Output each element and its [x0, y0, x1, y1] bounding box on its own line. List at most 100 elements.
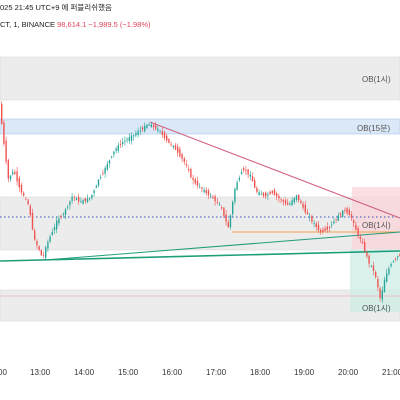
candle-body [53, 227, 56, 231]
candle-body [284, 200, 287, 204]
candle-body [344, 210, 346, 211]
candle-body [273, 189, 276, 195]
candle-body [181, 154, 183, 159]
candle-body [144, 125, 146, 132]
candle-body [155, 125, 157, 129]
candle-body [146, 124, 148, 128]
x-tick-label: 14:00 [74, 368, 95, 377]
candle-body [240, 171, 243, 174]
candle-body [267, 194, 269, 196]
candle-body [130, 135, 133, 141]
candle-body [40, 250, 42, 256]
candle-body [227, 222, 229, 228]
candle-body [174, 145, 177, 150]
candle-body [157, 128, 159, 131]
candle-body [300, 201, 302, 204]
candle-body [269, 191, 271, 195]
descending-trendline [149, 121, 400, 219]
candle-body [337, 215, 339, 221]
candle-body [111, 156, 113, 158]
candle-body [397, 256, 399, 258]
candle-body [45, 247, 47, 258]
candle-body [339, 213, 342, 216]
candle-body [295, 195, 298, 201]
candle-body [355, 225, 357, 230]
candle-body [383, 279, 386, 293]
candle-body [291, 200, 293, 206]
candle-body [95, 185, 97, 188]
candle-body [375, 271, 377, 277]
candle-body [392, 261, 394, 263]
x-tick-label: 21:00 [382, 368, 400, 377]
candle-body [47, 241, 49, 249]
candle-body [69, 201, 71, 206]
candle-body [260, 193, 262, 195]
ob-zone-15m [0, 118, 400, 135]
candle-body [27, 200, 29, 205]
candle-body [223, 207, 225, 216]
candle-body [394, 258, 397, 260]
candle-body [262, 192, 265, 197]
candle-body [60, 216, 62, 218]
candle-body [23, 192, 25, 196]
candle-body [12, 172, 14, 175]
candle-body [282, 200, 284, 202]
candle-body [104, 167, 106, 174]
candle-body [106, 163, 108, 170]
candle-body [218, 204, 221, 205]
candle-body [247, 169, 249, 175]
candle-body [170, 143, 172, 145]
candle-body [141, 127, 144, 130]
candle-body [366, 252, 368, 257]
ob-label-1h-mid: OB(1시) [362, 221, 391, 230]
ob-zone-1h-mid [0, 196, 400, 251]
candle-body [207, 190, 210, 196]
candle-body [139, 130, 141, 132]
x-tick-label: 19:00 [294, 368, 315, 377]
candle-body [14, 171, 16, 174]
candle-body [333, 221, 335, 224]
candle-body [361, 242, 364, 244]
candle-body [161, 131, 163, 135]
candle-body [229, 215, 232, 228]
ob-zone-1h-top [0, 56, 400, 101]
candle-body [75, 198, 78, 200]
candle-body [364, 242, 366, 252]
candle-body [159, 131, 161, 132]
candle-body [166, 135, 168, 141]
candle-body [390, 264, 392, 267]
candle-body [306, 212, 309, 215]
candle-body [280, 199, 282, 201]
candle-body [137, 131, 139, 135]
candle-body [199, 186, 201, 188]
header-change: −1,989.5 (−1.98%) [88, 20, 151, 29]
candle-body [335, 219, 337, 220]
teal-support-line [0, 250, 400, 262]
candle-body [93, 190, 95, 194]
candle-body [320, 230, 322, 232]
candle-body [7, 160, 9, 179]
candle-body [3, 122, 5, 144]
candle-body [216, 202, 218, 203]
candle-body [304, 204, 306, 213]
candle-body [311, 216, 313, 222]
candle-body [135, 133, 137, 136]
candle-body [185, 164, 188, 166]
candle-body [115, 148, 117, 151]
candle-body [322, 229, 324, 232]
candle-body [89, 198, 91, 200]
ob-label-1h-top: OB(1시) [362, 75, 391, 84]
candle-body [5, 140, 7, 162]
candle-body [62, 214, 64, 215]
candle-body [163, 132, 166, 139]
candle-body [251, 176, 254, 182]
ob-label-1h-bottom: OB(1시) [362, 304, 391, 313]
candle-body [238, 177, 240, 180]
candle-body [313, 223, 315, 224]
ascending-support-line [44, 231, 400, 261]
candle-body [38, 246, 40, 250]
candle-body [128, 137, 130, 141]
candle-body [25, 198, 27, 200]
